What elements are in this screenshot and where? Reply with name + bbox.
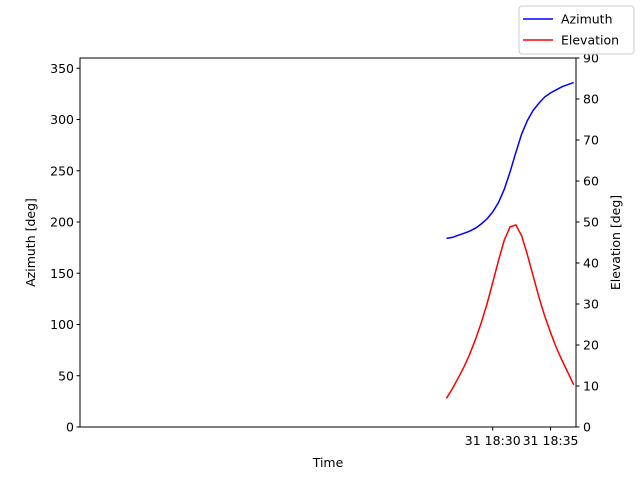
right-tick-label: 30 [583,297,599,312]
left-tick-label: 0 [66,420,74,435]
right-tick-label: 10 [583,379,599,394]
right-axis-label: Elevation [deg] [608,195,623,290]
right-tick-label: 40 [583,256,599,271]
plot-frame [79,57,577,428]
x-axis: 31 18:30 31 18:35 [465,427,579,448]
legend-label-elevation: Elevation [561,33,619,48]
x-tick-label: 31 18:30 [465,433,521,448]
right-tick-label: 80 [583,92,599,107]
x-tick-label: 31 18:35 [523,433,579,448]
x-axis-label: Time [312,455,344,470]
left-tick-label: 200 [50,215,74,230]
series-line-elevation [445,223,575,399]
left-tick-label: 350 [50,61,74,76]
left-tick-label: 250 [50,163,74,178]
left-tick-label: 50 [58,368,74,383]
right-tick-label: 60 [583,174,599,189]
left-tick-label: 300 [50,112,74,127]
legend-label-azimuth: Azimuth [561,12,613,27]
legend-box [518,5,635,55]
left-tick-label: 100 [50,317,74,332]
left-tick-label: 150 [50,266,74,281]
right-tick-label: 50 [583,215,599,230]
series-layer [445,81,575,399]
legend: Azimuth Elevation [518,5,635,55]
right-tick-label: 70 [583,133,599,148]
left-axis: 0 50 100 150 200 250 300 350 [50,61,80,435]
right-tick-label: 20 [583,338,599,353]
series-line-azimuth [446,81,574,240]
left-axis-label: Azimuth [deg] [23,198,38,287]
right-tick-label: 0 [583,420,591,435]
